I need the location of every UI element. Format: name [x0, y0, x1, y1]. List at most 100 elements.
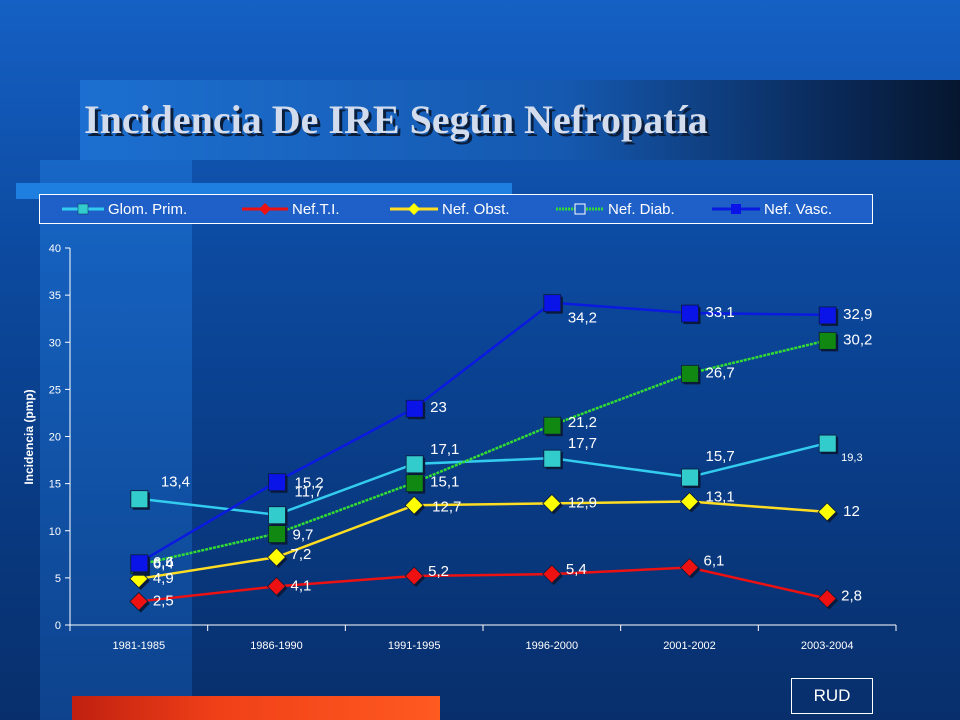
- legend-item-nef-vasc: Nef. Vasc.: [712, 195, 832, 223]
- legend-item-nef-diab: Nef. Diab.: [556, 195, 675, 223]
- data-point: [404, 566, 424, 586]
- data-point: [679, 491, 700, 512]
- y-tick-label: 0: [55, 620, 61, 632]
- chart-legend: Glom. Prim. Nef.T.I. Nef. Obst. Nef. Dia…: [39, 194, 873, 224]
- x-tick-label: 1981-1985: [113, 640, 166, 652]
- y-tick-label: 35: [49, 290, 61, 302]
- data-label: 13,4: [161, 474, 190, 491]
- series-line: [138, 301, 828, 564]
- data-point: [268, 506, 286, 525]
- chart-axes: 0 5 10 15 20 25 30 35 40 1981-1985 1986-1990 1991-1…: [49, 243, 897, 652]
- data-point: [543, 449, 562, 468]
- data-label: 19,3: [841, 452, 862, 464]
- chart-lines: [138, 301, 828, 603]
- legend-label: Nef. Obst.: [442, 200, 510, 218]
- legend-marker-square-icon: [712, 204, 760, 214]
- data-label: 32,9: [843, 306, 872, 323]
- data-point: [405, 399, 424, 418]
- data-point: [679, 557, 700, 578]
- y-tick-label: 30: [49, 337, 61, 349]
- data-label: 4,9: [153, 570, 174, 587]
- data-label: 2,5: [153, 592, 174, 609]
- x-tick-label: 2003-2004: [801, 640, 854, 652]
- series-line: [138, 500, 828, 581]
- data-point: [268, 473, 286, 492]
- data-label: 2,8: [841, 588, 862, 605]
- data-label: 34,2: [568, 310, 597, 327]
- x-tick-label: 1991-1995: [388, 640, 441, 652]
- legend-item-nef-obst: Nef. Obst.: [390, 195, 510, 223]
- series-line: [138, 339, 828, 566]
- data-point: [542, 564, 562, 584]
- legend-label: Nef. Diab.: [608, 200, 675, 218]
- x-tick-label: 2001-2002: [663, 640, 716, 652]
- data-label: 26,7: [706, 364, 735, 381]
- y-tick-label: 10: [49, 526, 61, 538]
- title-band: [80, 80, 960, 160]
- data-point: [266, 576, 287, 596]
- data-point: [130, 554, 149, 573]
- data-point: [129, 591, 149, 612]
- data-point: [681, 304, 699, 323]
- data-point: [405, 455, 424, 474]
- chart-data-labels: 13,4 11,7 17,1 17,7 15,7 19,3 2,5 4,1 5,2 5,4 6,1 2…: [153, 304, 873, 609]
- legend-marker-diamond-icon: [242, 203, 288, 215]
- data-label: 17,1: [430, 441, 459, 458]
- data-point: [405, 474, 424, 493]
- y-axis-label: Incidencia (pmp): [22, 389, 36, 484]
- data-point: [542, 493, 562, 513]
- data-point: [404, 495, 424, 515]
- data-label: 6,6: [153, 554, 174, 571]
- data-label: 12: [843, 503, 860, 520]
- data-label: 7,2: [291, 546, 312, 563]
- x-tick-label: 1996-2000: [526, 640, 579, 652]
- data-point: [818, 434, 837, 453]
- data-point: [543, 416, 562, 435]
- legend-label: Nef. Vasc.: [764, 200, 833, 218]
- rud-badge: RUD: [791, 678, 873, 714]
- data-label: 13,1: [706, 489, 735, 506]
- data-point: [130, 490, 149, 509]
- y-tick-label: 5: [55, 573, 61, 585]
- x-tick-label: 1986-1990: [250, 640, 303, 652]
- chart-markers: [129, 294, 839, 613]
- data-label: 4,1: [291, 577, 312, 594]
- y-tick-label: 15: [49, 479, 61, 491]
- data-point: [681, 468, 699, 487]
- legend-item-glom-prim: Glom. Prim.: [62, 195, 187, 223]
- legend-label: Glom. Prim.: [108, 200, 188, 218]
- data-point: [817, 502, 837, 522]
- bottom-accent-bar: [72, 696, 440, 720]
- y-tick-label: 40: [49, 243, 61, 255]
- series-line: [138, 441, 828, 517]
- data-label: 12,7: [432, 498, 461, 515]
- data-label: 15,2: [295, 475, 324, 492]
- data-label: 30,2: [843, 331, 872, 348]
- legend-marker-square-icon: [62, 203, 104, 215]
- data-point: [817, 589, 837, 609]
- data-label: 17,7: [568, 435, 597, 452]
- y-tick-label: 20: [49, 432, 61, 444]
- data-label: 12,9: [568, 494, 597, 511]
- data-point: [543, 294, 562, 313]
- data-label: 15,1: [430, 474, 459, 491]
- data-point: [818, 306, 837, 325]
- left-decor-bar: [40, 160, 192, 720]
- data-label: 23: [430, 399, 447, 416]
- legend-item-nef-ti: Nef.T.I.: [242, 195, 340, 223]
- data-label: 6,4: [153, 556, 174, 573]
- data-point: [266, 547, 287, 567]
- data-point: [268, 525, 286, 543]
- data-label: 11,7: [295, 484, 323, 501]
- y-tick-label: 25: [49, 384, 61, 396]
- data-label: 5,4: [566, 561, 587, 578]
- slide-title: Incidencia De IRE Según Nefropatía: [84, 97, 708, 142]
- data-point: [818, 331, 837, 350]
- series-line: [138, 566, 828, 603]
- legend-label: Nef.T.I.: [292, 200, 340, 218]
- data-label: 5,2: [428, 563, 449, 580]
- legend-marker-diamond-icon: [390, 203, 438, 215]
- data-label: 33,1: [706, 304, 735, 321]
- data-label: 9,7: [293, 527, 314, 544]
